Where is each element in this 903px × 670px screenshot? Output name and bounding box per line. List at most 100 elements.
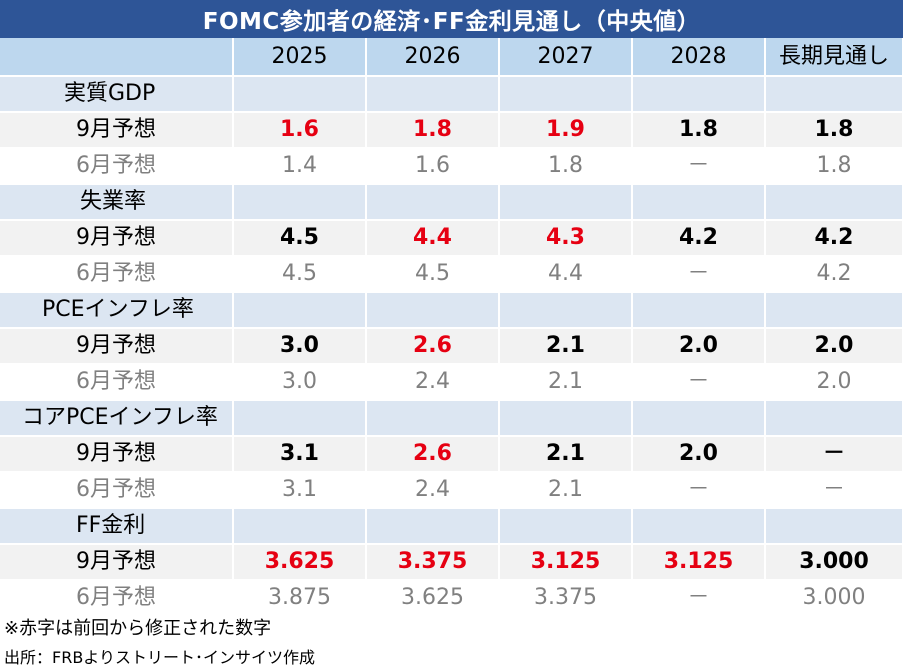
previous-value-cell: 1.6 (366, 148, 500, 185)
current-value-cell: 1.8 (632, 112, 766, 149)
current-value-cell: 3.625 (233, 544, 367, 581)
current-value-cell: 1.6 (233, 112, 367, 149)
current-value-cell: － (765, 436, 903, 473)
previous-value-cell: － (632, 148, 766, 185)
header-corner (0, 38, 234, 77)
current-value-cell: 2.1 (499, 328, 633, 365)
table-title: FOMC参加者の経済･FF金利見通し（中央値） (0, 0, 903, 38)
previous-forecast-row: 6月予想 1.4 1.6 1.8 － 1.8 (0, 148, 903, 185)
section-spacer-cell (233, 184, 367, 221)
previous-value-cell: － (632, 256, 766, 293)
current-value-cell: 1.8 (765, 112, 903, 149)
current-forecast-row: 9月予想 4.5 4.4 4.3 4.2 4.2 (0, 220, 903, 257)
current-forecast-row: 9月予想 3.0 2.6 2.1 2.0 2.0 (0, 328, 903, 365)
section-spacer-cell (632, 400, 766, 437)
previous-value-cell: 1.8 (765, 148, 903, 185)
section-spacer-cell (233, 508, 367, 545)
previous-forecast-row: 6月予想 4.5 4.5 4.4 － 4.2 (0, 256, 903, 293)
previous-value-cell: － (632, 472, 766, 509)
current-value-cell: 4.2 (632, 220, 766, 257)
previous-value-cell: 3.875 (233, 580, 367, 617)
current-forecast-row: 9月予想 3.1 2.6 2.1 2.0 － (0, 436, 903, 473)
source-note: 出所：FRBよりストリート･インサイツ作成 (4, 648, 315, 667)
current-value-cell: 3.125 (499, 544, 633, 581)
previous-value-cell: 4.5 (366, 256, 500, 293)
column-header: 2026 (366, 38, 500, 77)
section-row: FF金利 (0, 508, 903, 545)
current-value-cell: 4.2 (765, 220, 903, 257)
section-label: コアPCEインフレ率 (0, 400, 234, 437)
header-row: 2025 2026 2027 2028 長期見通し (0, 38, 903, 77)
section-spacer-cell (632, 292, 766, 329)
current-value-cell: 3.125 (632, 544, 766, 581)
previous-value-cell: 4.4 (499, 256, 633, 293)
section-spacer-cell (366, 76, 500, 113)
section-spacer-cell (366, 184, 500, 221)
section-spacer-cell (233, 76, 367, 113)
section-row: 実質GDP (0, 76, 903, 113)
previous-value-cell: 1.4 (233, 148, 367, 185)
section-spacer-cell (632, 184, 766, 221)
section-spacer-cell (499, 76, 633, 113)
current-value-cell: 3.0 (233, 328, 367, 365)
red-text-note: ※赤字は前回から修正された数字 (4, 618, 272, 639)
previous-value-cell: 1.8 (499, 148, 633, 185)
section-spacer-cell (366, 508, 500, 545)
current-value-cell: 1.9 (499, 112, 633, 149)
previous-value-cell: 3.625 (366, 580, 500, 617)
section-label: 実質GDP (0, 76, 234, 113)
current-value-cell: 1.8 (366, 112, 500, 149)
current-value-cell: 4.4 (366, 220, 500, 257)
section-label: 失業率 (0, 184, 234, 221)
previous-value-cell: 4.5 (233, 256, 367, 293)
section-spacer-cell (765, 400, 903, 437)
column-header: 2027 (499, 38, 633, 77)
section-spacer-cell (632, 76, 766, 113)
current-forecast-label: 9月予想 (0, 328, 234, 365)
previous-forecast-row: 6月予想 3.0 2.4 2.1 － 2.0 (0, 364, 903, 401)
section-label: FF金利 (0, 508, 234, 545)
previous-forecast-row: 6月予想 3.1 2.4 2.1 －－ (0, 472, 903, 509)
previous-value-cell: 2.4 (366, 472, 500, 509)
previous-value-cell: － (765, 472, 903, 509)
section-spacer-cell (765, 76, 903, 113)
section-spacer-cell (499, 292, 633, 329)
previous-value-cell: － (632, 580, 766, 617)
current-value-cell: 3.375 (366, 544, 500, 581)
section-spacer-cell (499, 184, 633, 221)
current-forecast-row: 9月予想 1.6 1.8 1.9 1.8 1.8 (0, 112, 903, 149)
section-row: 失業率 (0, 184, 903, 221)
previous-forecast-row: 6月予想 3.875 3.625 3.375 － 3.000 (0, 580, 903, 617)
current-forecast-label: 9月予想 (0, 544, 234, 581)
current-value-cell: 4.5 (233, 220, 367, 257)
current-forecast-label: 9月予想 (0, 112, 234, 149)
section-spacer-cell (765, 292, 903, 329)
previous-value-cell: － (632, 364, 766, 401)
current-value-cell: 2.0 (765, 328, 903, 365)
section-spacer-cell (499, 508, 633, 545)
previous-value-cell: 2.4 (366, 364, 500, 401)
previous-forecast-label: 6月予想 (0, 256, 234, 293)
current-value-cell: 2.1 (499, 436, 633, 473)
section-spacer-cell (499, 400, 633, 437)
previous-forecast-label: 6月予想 (0, 364, 234, 401)
previous-value-cell: 4.2 (765, 256, 903, 293)
current-value-cell: 4.3 (499, 220, 633, 257)
column-header: 2028 (632, 38, 766, 77)
section-spacer-cell (632, 508, 766, 545)
current-value-cell: 2.6 (366, 436, 500, 473)
section-spacer-cell (366, 400, 500, 437)
previous-value-cell: 3.000 (765, 580, 903, 617)
previous-value-cell: 3.375 (499, 580, 633, 617)
current-forecast-row: 9月予想 3.625 3.375 3.125 3.125 3.000 (0, 544, 903, 581)
previous-forecast-label: 6月予想 (0, 580, 234, 617)
previous-forecast-label: 6月予想 (0, 148, 234, 185)
section-row: コアPCEインフレ率 (0, 400, 903, 437)
section-spacer-cell (233, 292, 367, 329)
section-row: PCEインフレ率 (0, 292, 903, 329)
section-spacer-cell (366, 292, 500, 329)
section-spacer-cell (233, 400, 367, 437)
previous-value-cell: 3.0 (233, 364, 367, 401)
current-forecast-label: 9月予想 (0, 220, 234, 257)
current-forecast-label: 9月予想 (0, 436, 234, 473)
